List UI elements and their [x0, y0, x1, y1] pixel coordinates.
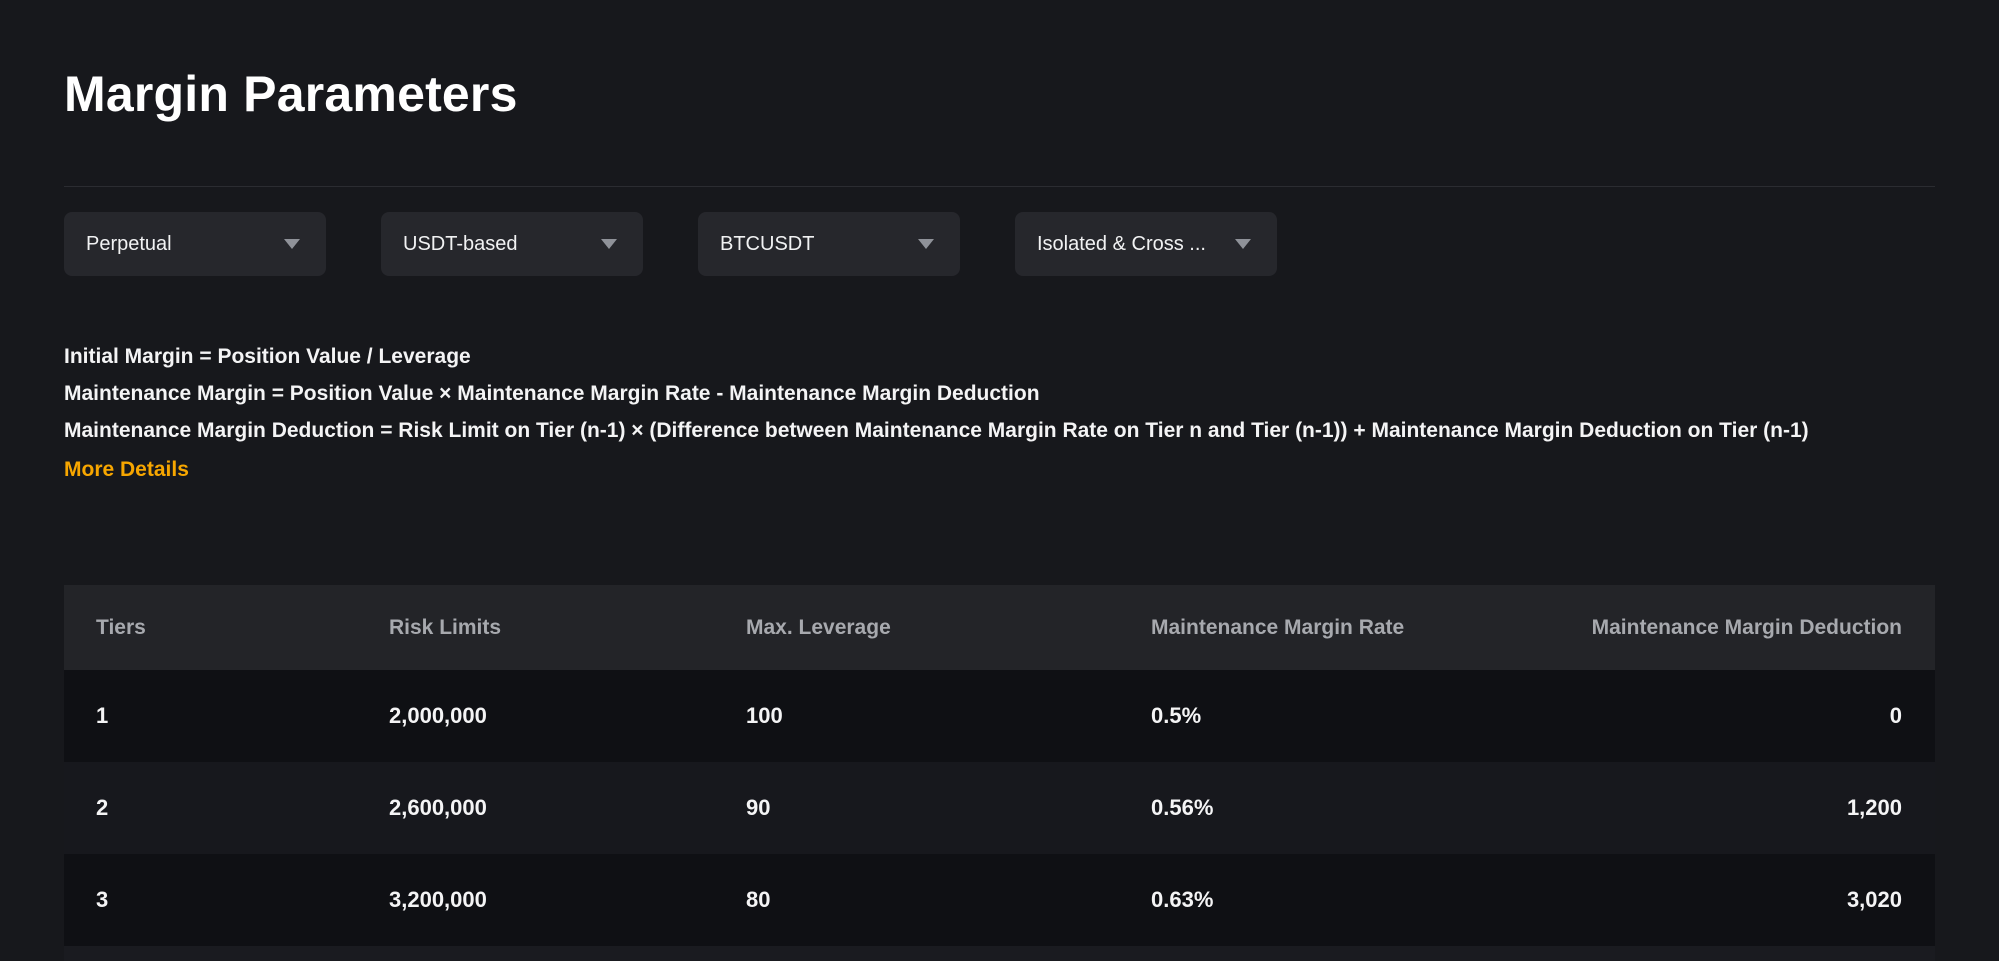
contract-type-value: Perpetual: [86, 232, 172, 255]
margin-tiers-table: Tiers Risk Limits Max. Leverage Maintena…: [64, 585, 1935, 961]
cell-risk-limit: 3,200,000: [389, 887, 487, 912]
table-row: 2 2,600,000 90 0.56% 1,200: [64, 762, 1935, 854]
formula-maintenance-margin-deduction: Maintenance Margin Deduction = Risk Limi…: [64, 419, 1809, 442]
cell-maintenance-margin-deduction: 1,200: [1846, 795, 1902, 820]
cell-maintenance-margin-rate: 0.63%: [1151, 887, 1214, 912]
chevron-down-icon: [601, 239, 617, 249]
settlement-coin-value: USDT-based: [403, 232, 518, 255]
table-row-partial: [64, 946, 1935, 961]
more-details-link[interactable]: More Details: [64, 458, 189, 481]
chevron-down-icon: [284, 239, 300, 249]
cell-risk-limit: 2,600,000: [389, 795, 487, 820]
chevron-down-icon: [1235, 239, 1251, 249]
margin-mode-dropdown[interactable]: Isolated & Cross ...: [1015, 212, 1277, 276]
contract-type-dropdown[interactable]: Perpetual: [64, 212, 326, 276]
formula-section: Initial Margin = Position Value / Levera…: [64, 338, 1935, 525]
formula-maintenance-margin: Maintenance Margin = Position Value × Ma…: [64, 382, 1040, 405]
cell-risk-limit: 2,000,000: [389, 703, 487, 728]
symbol-value: BTCUSDT: [720, 232, 815, 255]
cell-maintenance-margin-rate: 0.56%: [1151, 795, 1214, 820]
cell-tier: 2: [96, 795, 109, 820]
column-header-max-leverage: Max. Leverage: [746, 615, 891, 639]
cell-max-leverage: 100: [746, 703, 783, 728]
cell-maintenance-margin-deduction: 0: [1889, 703, 1902, 728]
page-title: Margin Parameters: [64, 66, 518, 122]
chevron-down-icon: [918, 239, 934, 249]
settlement-coin-dropdown[interactable]: USDT-based: [381, 212, 643, 276]
cell-max-leverage: 80: [746, 887, 771, 912]
title-divider: [64, 186, 1935, 187]
formula-initial-margin: Initial Margin = Position Value / Levera…: [64, 345, 471, 368]
table-row: 3 3,200,000 80 0.63% 3,020: [64, 854, 1935, 946]
symbol-dropdown[interactable]: BTCUSDT: [698, 212, 960, 276]
cell-tier: 3: [96, 887, 109, 912]
column-header-risk-limits: Risk Limits: [389, 615, 502, 639]
table-header-row: Tiers Risk Limits Max. Leverage Maintena…: [64, 585, 1935, 670]
table-row: 1 2,000,000 100 0.5% 0: [64, 670, 1935, 762]
column-header-maintenance-margin-rate: Maintenance Margin Rate: [1151, 615, 1405, 639]
column-header-maintenance-margin-deduction: Maintenance Margin Deduction: [1591, 615, 1902, 639]
cell-tier: 1: [96, 703, 109, 728]
margin-mode-value: Isolated & Cross ...: [1037, 232, 1206, 255]
filter-bar: Perpetual USDT-based BTCUSDT Isolated & …: [64, 212, 1935, 276]
column-header-tiers: Tiers: [96, 615, 146, 639]
cell-maintenance-margin-rate: 0.5%: [1151, 703, 1202, 728]
cell-maintenance-margin-deduction: 3,020: [1846, 887, 1902, 912]
cell-max-leverage: 90: [746, 795, 771, 820]
